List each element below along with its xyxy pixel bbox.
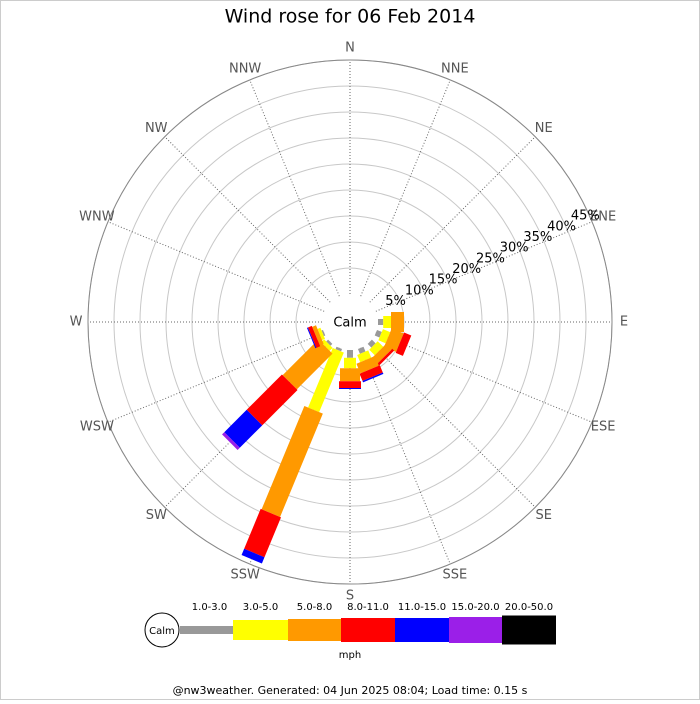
r-tick-label: 45% (571, 209, 600, 224)
wind-bar (391, 312, 404, 332)
wind-bar (335, 346, 343, 352)
wind-bar (222, 432, 240, 450)
wind-bar (308, 347, 344, 413)
wind-bar (344, 357, 356, 369)
r-tick-label: 35% (523, 230, 552, 245)
direction-label: WNW (79, 210, 115, 225)
spoke (164, 136, 331, 303)
wind-bar (367, 339, 376, 348)
wind-bar (356, 356, 379, 374)
wind-bar (321, 329, 326, 337)
legend-label: 11.0-15.0 (398, 602, 446, 613)
direction-label: N (345, 41, 355, 56)
legend-label: 20.0-50.0 (505, 602, 553, 613)
spoke (107, 332, 325, 423)
legend-calm (144, 612, 180, 648)
wind-bar (383, 316, 391, 328)
legend-swatch (288, 619, 341, 641)
wind-bar (374, 329, 382, 338)
r-tick-label: 40% (547, 219, 576, 234)
spoke (375, 221, 593, 312)
r-tick-label: 30% (500, 241, 529, 256)
wind-bar (357, 346, 366, 354)
legend-calm-label: Calm (149, 626, 175, 637)
wind-bar (384, 328, 404, 352)
footer: @nw3weather. Generated: 04 Jun 2025 08:0… (173, 684, 528, 697)
outer-ring (87, 59, 613, 585)
legend-label: 3.0-5.0 (243, 602, 278, 613)
direction-label: S (346, 589, 354, 604)
grid-ring (139, 111, 561, 533)
spoke (360, 79, 451, 297)
legend-label: 8.0-11.0 (347, 602, 389, 613)
chart-title: Wind rose for 06 Feb 2014 (225, 6, 476, 28)
direction-label: E (620, 315, 628, 330)
wind-bar (261, 406, 323, 517)
r-tick-label: 10% (405, 283, 434, 298)
legend-label: 5.0-8.0 (297, 602, 332, 613)
wind-bar (321, 339, 333, 351)
spoke (249, 79, 340, 297)
direction-label: NNW (229, 61, 261, 76)
wind-bar (241, 548, 265, 564)
legend-label: 1.0-3.0 (192, 602, 227, 613)
direction-label: NE (535, 121, 553, 136)
wind-bar (339, 381, 361, 388)
direction-label: ESE (591, 419, 616, 434)
legend-swatch (502, 615, 556, 645)
direction-label: NNE (441, 61, 469, 76)
wind-bar (246, 374, 298, 426)
calm-circle (323, 295, 377, 349)
wind-bar (371, 343, 392, 364)
direction-label: SSW (230, 568, 260, 583)
spoke (375, 332, 593, 423)
direction-label: SW (146, 508, 167, 523)
wind-bar (357, 350, 372, 363)
wind-bar (307, 325, 321, 348)
calm-label: Calm (333, 316, 366, 331)
r-tick-label: 25% (476, 251, 505, 266)
r-tick-label: 20% (452, 262, 481, 277)
legend-label: 15.0-20.0 (451, 602, 499, 613)
legend-swatch (233, 620, 288, 640)
legend-unit: mph (339, 650, 361, 661)
wind-bar (376, 348, 395, 367)
spoke (107, 221, 325, 312)
wind-bar (339, 387, 361, 389)
r-tick-label: 5% (385, 294, 406, 309)
legend-swatch (341, 618, 395, 642)
direction-label: ENE (590, 210, 616, 225)
direction-label: W (70, 315, 83, 330)
wind-bar (282, 339, 333, 390)
legend-swatch (180, 626, 233, 634)
direction-label: NW (145, 121, 168, 136)
wind-bar (340, 368, 360, 382)
direction-label: WSW (80, 419, 114, 434)
spoke (360, 347, 451, 565)
wind-bar (306, 327, 317, 349)
legend-swatch (395, 618, 449, 642)
spoke (369, 341, 536, 508)
direction-label: SE (536, 508, 552, 523)
wind-bar (244, 508, 281, 558)
wind-bar (378, 319, 384, 325)
spoke (369, 136, 536, 303)
wind-bar (378, 329, 391, 344)
wind-bar (347, 350, 353, 358)
wind-bar (312, 325, 324, 346)
wind-bar (395, 332, 412, 356)
wind-bar (369, 341, 384, 356)
direction-label: SSE (442, 568, 467, 583)
wind-bar (362, 372, 384, 383)
legend-swatch (449, 617, 502, 643)
grid-ring (217, 189, 483, 455)
wind-bar (317, 327, 325, 341)
wind-bar (359, 365, 383, 381)
wind-bar (326, 339, 333, 346)
wind-bar (224, 409, 263, 448)
r-tick-label: 15% (429, 273, 458, 288)
